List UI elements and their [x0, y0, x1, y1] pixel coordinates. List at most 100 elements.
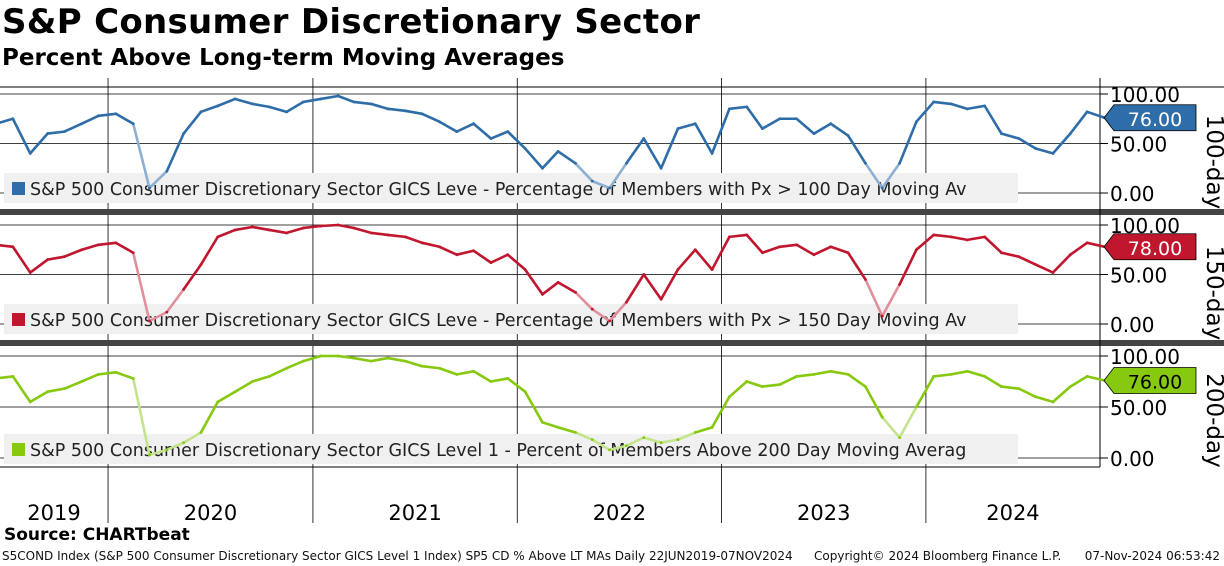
series-segment: [46, 387, 66, 394]
data-point: [319, 354, 323, 358]
series-segment: [983, 104, 1003, 135]
data-point: [131, 251, 135, 255]
data-point: [659, 297, 663, 301]
data-point: [795, 243, 798, 247]
data-point: [182, 287, 186, 291]
data-point: [472, 122, 475, 126]
series-segment: [267, 228, 288, 235]
series-segment: [745, 380, 764, 388]
data-point: [693, 431, 697, 434]
data-point: [62, 130, 66, 134]
data-point: [386, 107, 390, 111]
data-point: [472, 369, 475, 373]
data-point: [556, 281, 560, 284]
data-point: [608, 448, 612, 452]
data-point: [420, 241, 424, 245]
series-segment: [46, 130, 66, 135]
data-point: [386, 356, 390, 360]
data-point: [1051, 152, 1055, 155]
data-point: [403, 359, 407, 363]
data-point: [829, 122, 833, 126]
series-segment: [642, 137, 663, 170]
series-segment: [165, 132, 185, 173]
data-point: [62, 387, 66, 391]
data-point: [914, 248, 918, 252]
data-point: [523, 390, 527, 394]
series-segment: [676, 122, 697, 130]
data-point: [983, 104, 987, 108]
series-segment: [114, 112, 135, 126]
series-segment: [659, 268, 680, 301]
data-point: [761, 127, 764, 131]
data-point: [233, 228, 237, 232]
series-segment: [233, 380, 254, 394]
y-tick-label: 100.00: [1110, 345, 1180, 369]
data-point: [965, 238, 969, 242]
data-point: [302, 226, 305, 230]
series-segment: [574, 162, 594, 183]
legend-box: [4, 304, 1018, 334]
series-segment: [1034, 395, 1055, 404]
data-point: [914, 120, 918, 124]
data-point: [965, 369, 969, 373]
data-point: [251, 102, 254, 106]
data-point: [949, 372, 953, 376]
series-segment: [932, 373, 953, 378]
data-point: [541, 420, 544, 424]
series-segment: [165, 441, 185, 452]
data-point: [302, 359, 305, 363]
series-segment: [336, 94, 356, 104]
data-point: [829, 369, 833, 373]
series-segment: [676, 248, 697, 271]
series-segment: [285, 226, 305, 235]
data-point: [11, 245, 15, 249]
data-point: [438, 120, 441, 124]
series-segment: [216, 97, 237, 108]
series-segment: [898, 248, 918, 286]
y-tick-label: 0.00: [1110, 313, 1155, 337]
series-segment: [795, 373, 816, 378]
series-segment: [472, 369, 493, 383]
data-point: [590, 179, 594, 183]
data-point: [403, 109, 407, 113]
data-point: [420, 364, 424, 368]
series-segment: [251, 375, 271, 383]
data-point: [1068, 385, 1072, 388]
data-point: [1000, 132, 1003, 135]
series-segment: [267, 105, 288, 114]
series-segment: [915, 233, 936, 252]
data-point: [523, 147, 527, 150]
series-segment: [1069, 375, 1089, 388]
series-segment: [1069, 241, 1089, 256]
series-segment: [1000, 251, 1021, 258]
y-tick-label: 0.00: [1110, 447, 1155, 471]
data-point: [369, 231, 373, 235]
series-segment: [761, 245, 782, 255]
data-point: [97, 243, 100, 247]
series-segment: [659, 127, 680, 170]
data-point: [199, 431, 203, 434]
data-point: [233, 390, 237, 394]
source-label: Source: CHARTbeat: [4, 525, 190, 545]
data-point: [28, 400, 32, 404]
y-tick-label: 50.00: [1110, 396, 1167, 420]
data-point: [472, 249, 475, 253]
series-segment: [233, 97, 254, 106]
side-label: 200-day: [1201, 373, 1224, 468]
y-tick-label: 50.00: [1110, 264, 1167, 288]
series-segment: [420, 112, 441, 124]
series-segment: [880, 283, 901, 318]
series-segment: [932, 100, 953, 106]
series-segment: [1085, 241, 1106, 249]
data-point: [285, 110, 289, 114]
series-segment: [438, 120, 459, 133]
series-segment: [489, 377, 510, 383]
series-segment: [880, 415, 901, 439]
data-point: [267, 105, 271, 109]
series-segment: [761, 117, 782, 130]
series-segment: [489, 253, 510, 264]
data-point: [812, 132, 816, 135]
series-segment: [1034, 263, 1055, 274]
data-point: [267, 375, 271, 378]
data-point: [778, 245, 782, 249]
